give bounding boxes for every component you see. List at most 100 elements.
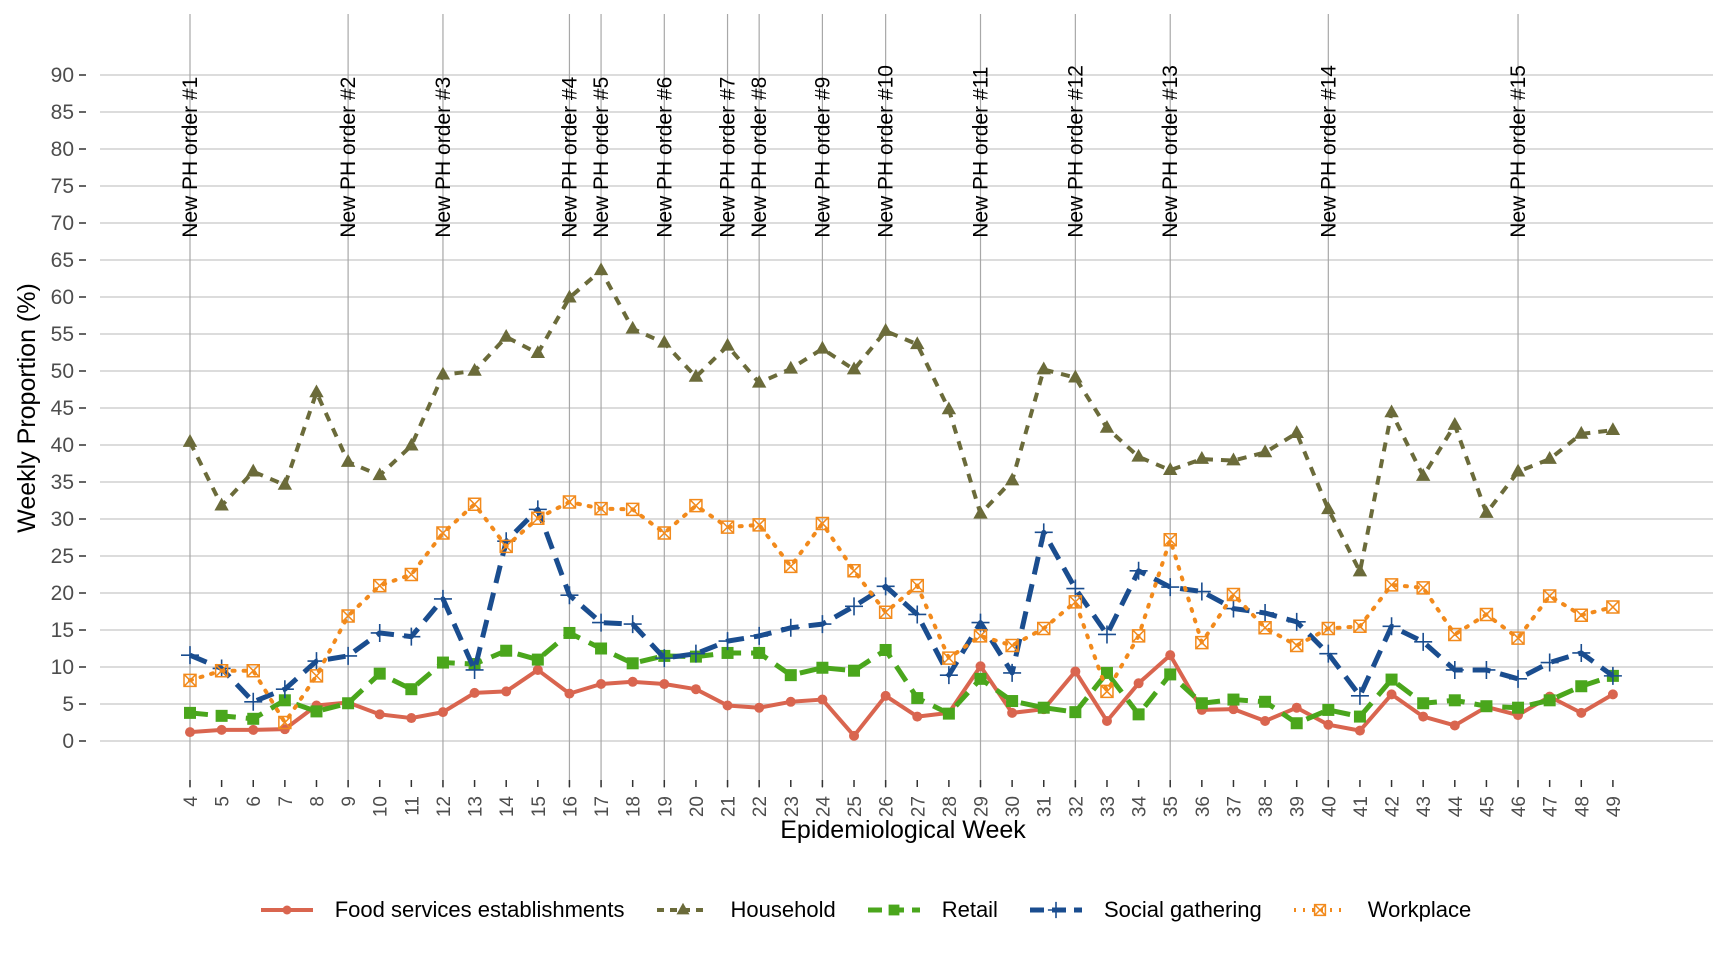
x-tick-label: 36 [1193, 796, 1214, 817]
data-point [370, 623, 389, 642]
data-point [942, 651, 956, 665]
x-tick-label: 42 [1383, 796, 1404, 817]
data-point [939, 666, 958, 685]
data-point [1007, 707, 1018, 718]
data-point [911, 692, 924, 705]
data-point [1448, 627, 1462, 642]
data-point [246, 463, 261, 477]
legend-label: Household [730, 897, 836, 922]
legend-label: Workplace [1367, 897, 1472, 922]
data-point [1291, 702, 1302, 713]
data-point [971, 613, 990, 632]
data-point [404, 567, 419, 582]
y-tick-label: 15 [51, 619, 74, 642]
legend-key-triangle-icon [656, 902, 709, 915]
data-point [499, 328, 514, 342]
data-point [1068, 369, 1083, 383]
data-point [340, 454, 356, 467]
data-point [720, 520, 735, 534]
data-point [1163, 462, 1178, 475]
data-point [625, 502, 640, 517]
data-point [1540, 653, 1559, 672]
series-workplace [183, 495, 1620, 730]
data-point [910, 336, 925, 350]
data-point [278, 694, 291, 707]
data-point [1195, 635, 1209, 650]
data-point [657, 334, 672, 348]
ph-order-label: New PH order #14 [1317, 65, 1340, 238]
x-tick-label: 38 [1256, 796, 1277, 817]
line-chart: New PH order #1 New PH order #2 New PH ord… [13, 14, 1713, 844]
data-point [626, 657, 639, 670]
data-point [531, 511, 545, 526]
legend-item[interactable]: Retail [864, 895, 998, 925]
legend-key-square-x-icon [1293, 903, 1346, 917]
data-point [722, 700, 733, 711]
data-point [1321, 621, 1336, 636]
data-point [1321, 501, 1336, 515]
x-tick-label: 18 [624, 796, 645, 817]
data-point [975, 661, 986, 672]
data-point [374, 709, 385, 720]
data-point [1163, 532, 1177, 547]
y-tick-label: 80 [51, 138, 74, 161]
data-point [405, 683, 418, 696]
data-point [1161, 578, 1180, 597]
ph-order-label: New PH order #11 [970, 67, 993, 238]
x-tick-label: 35 [1161, 796, 1182, 817]
data-point [1289, 638, 1304, 653]
data-point [1384, 404, 1399, 418]
data-point [1290, 717, 1303, 730]
data-point [1036, 621, 1051, 636]
x-tick-label: 16 [560, 796, 581, 817]
ph-order-label: New PH order #1 [179, 77, 202, 238]
data-point [847, 564, 861, 578]
data-point [310, 705, 323, 718]
data-point [973, 629, 988, 643]
ph-order-label: New PH order #15 [1507, 65, 1530, 238]
data-point [1445, 660, 1464, 679]
data-point [1322, 703, 1335, 716]
x-tick-label: 14 [497, 796, 518, 818]
legend-key-square-icon [867, 904, 920, 916]
data-point [1131, 448, 1146, 462]
data-point [244, 692, 263, 711]
data-point [720, 337, 735, 351]
data-point [528, 500, 547, 519]
series-line [189, 630, 1614, 726]
legend-item[interactable]: Household [653, 895, 836, 925]
data-point [465, 660, 484, 679]
legend-item[interactable]: Social gathering [1026, 895, 1262, 925]
data-point [1386, 689, 1397, 700]
x-tick-label: 43 [1414, 796, 1435, 817]
ph-order-label: New PH order #12 [1064, 65, 1087, 238]
data-point [1512, 701, 1525, 714]
x-tick-label: 46 [1509, 796, 1530, 817]
y-tick-label: 10 [51, 656, 74, 679]
data-point [531, 653, 544, 666]
ph-order-label: New PH order #6 [653, 77, 676, 238]
x-tick-label: 15 [529, 796, 550, 817]
y-tick-label: 20 [51, 582, 74, 605]
data-point [1129, 561, 1148, 580]
data-point [594, 501, 608, 516]
y-tick-label: 65 [51, 249, 74, 272]
data-point [1226, 587, 1241, 602]
x-tick-label: 19 [655, 796, 676, 817]
legend-key-plus-icon [1029, 901, 1082, 919]
data-point [1260, 716, 1271, 727]
data-point [1509, 669, 1528, 688]
y-tick-label: 25 [51, 545, 74, 568]
data-point [846, 361, 862, 375]
ph-order-label: New PH order #8 [748, 77, 771, 238]
ph-order-label: New PH order #9 [811, 77, 834, 238]
data-point [1415, 468, 1431, 481]
y-tick-label: 75 [51, 175, 74, 198]
data-point [562, 289, 577, 303]
series-retail [184, 626, 1619, 730]
legend-item[interactable]: Food services establishments [257, 895, 625, 925]
data-point [214, 663, 229, 678]
data-point [342, 697, 355, 710]
legend-item[interactable]: Workplace [1290, 895, 1472, 925]
data-point [1133, 678, 1144, 689]
